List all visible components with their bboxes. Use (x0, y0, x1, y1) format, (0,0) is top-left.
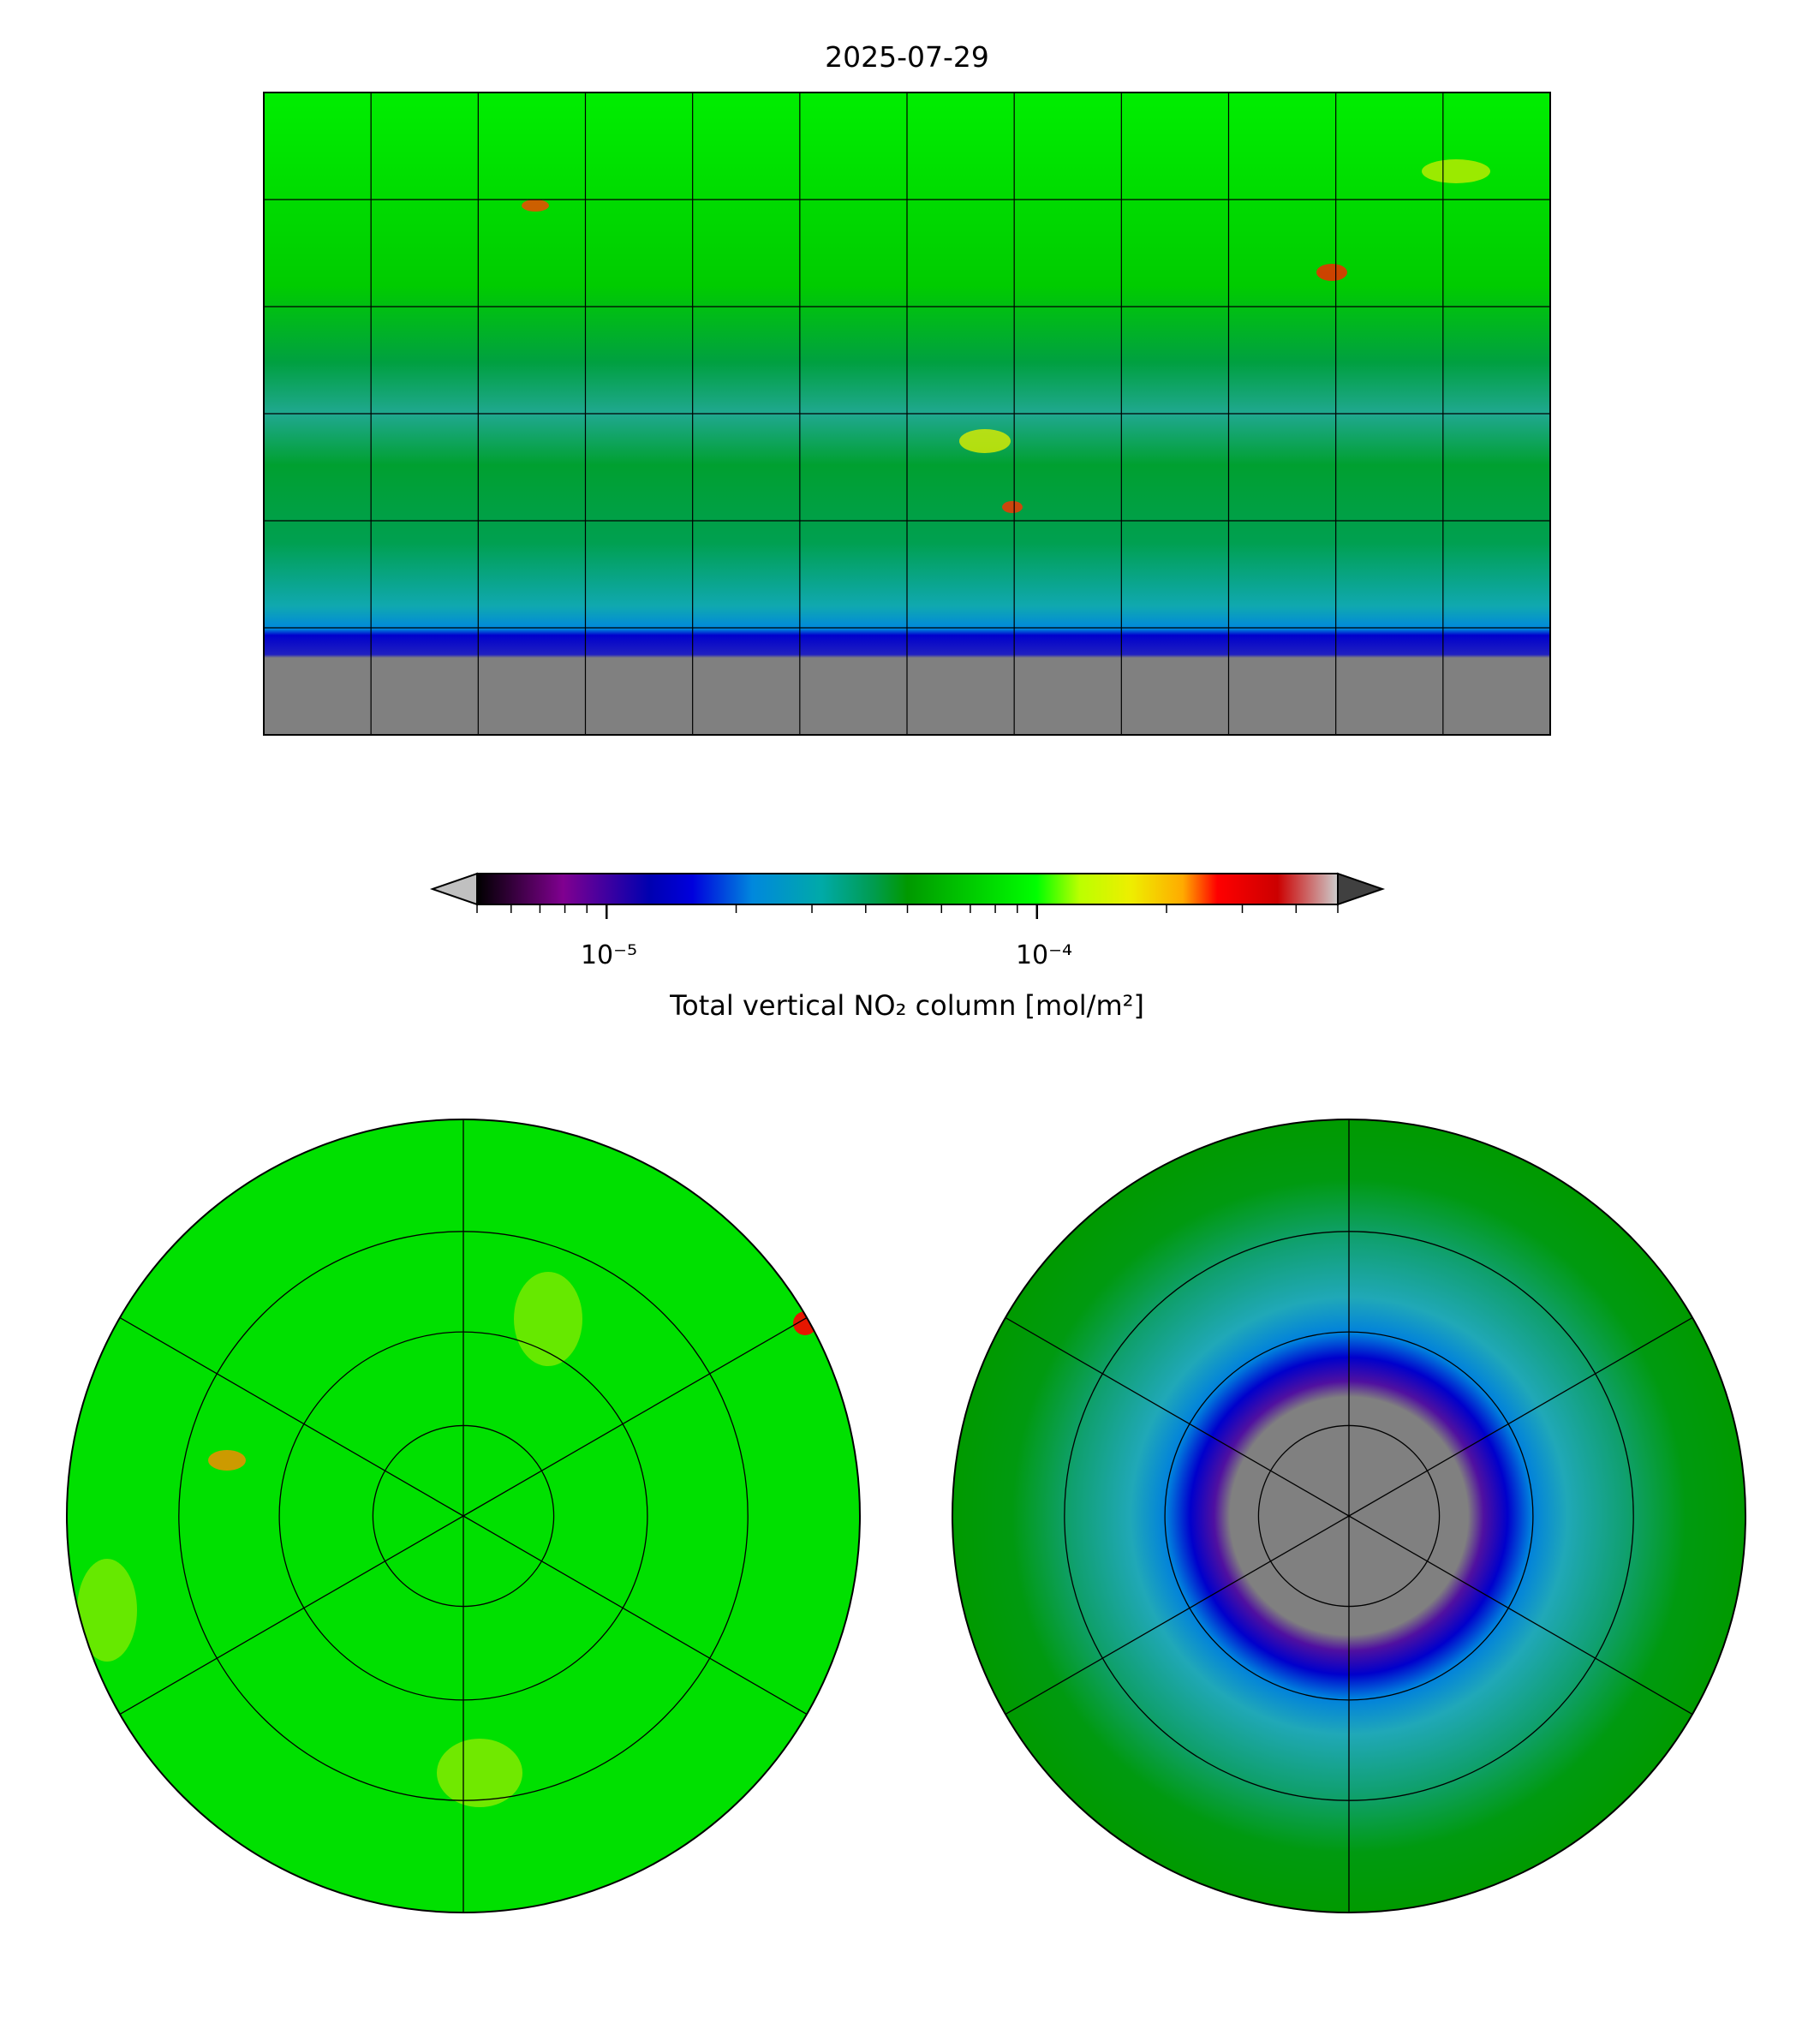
south-polar-map (952, 1119, 1745, 1913)
hotspot-canada (522, 200, 549, 212)
colorbar-under-arrow (429, 872, 478, 906)
colorbar-over-arrow (1337, 872, 1386, 906)
hotspot-siberia (1422, 159, 1490, 183)
south-polar-frame (952, 1119, 1746, 1913)
colorbar-ticks (476, 904, 1339, 919)
north-polar-frame (66, 1119, 861, 1913)
colorbar-tick-label-1e-4: 10⁻⁴ (1016, 940, 1072, 970)
global-gridlines (264, 92, 1550, 735)
chart-title: 2025-07-29 (825, 40, 989, 74)
hotspot-china (1316, 264, 1347, 281)
meridian-line (970, 1515, 1350, 1735)
meridian-line (1348, 1297, 1728, 1517)
meridian-line (462, 1297, 842, 1517)
meridian-line (85, 1297, 464, 1517)
colorbar: 10⁻⁵ 10⁻⁴ Total vertical NO₂ column [mol… (429, 872, 1386, 1022)
meridian-line (85, 1515, 464, 1735)
meridian-line (1348, 1515, 1728, 1735)
meridian-line (462, 1515, 842, 1735)
global-map (264, 92, 1550, 735)
global-map-frame (263, 92, 1551, 736)
colorbar-label: Total vertical NO₂ column [mol/m²] (669, 989, 1144, 1022)
north-polar-map (67, 1119, 860, 1913)
colorbar-gradient (476, 873, 1339, 905)
colorbar-tick-label-1e-5: 10⁻⁵ (581, 940, 637, 970)
hotspot-africa (959, 429, 1011, 453)
meridian-line (970, 1297, 1350, 1517)
hotspot-south-africa (1002, 501, 1023, 513)
